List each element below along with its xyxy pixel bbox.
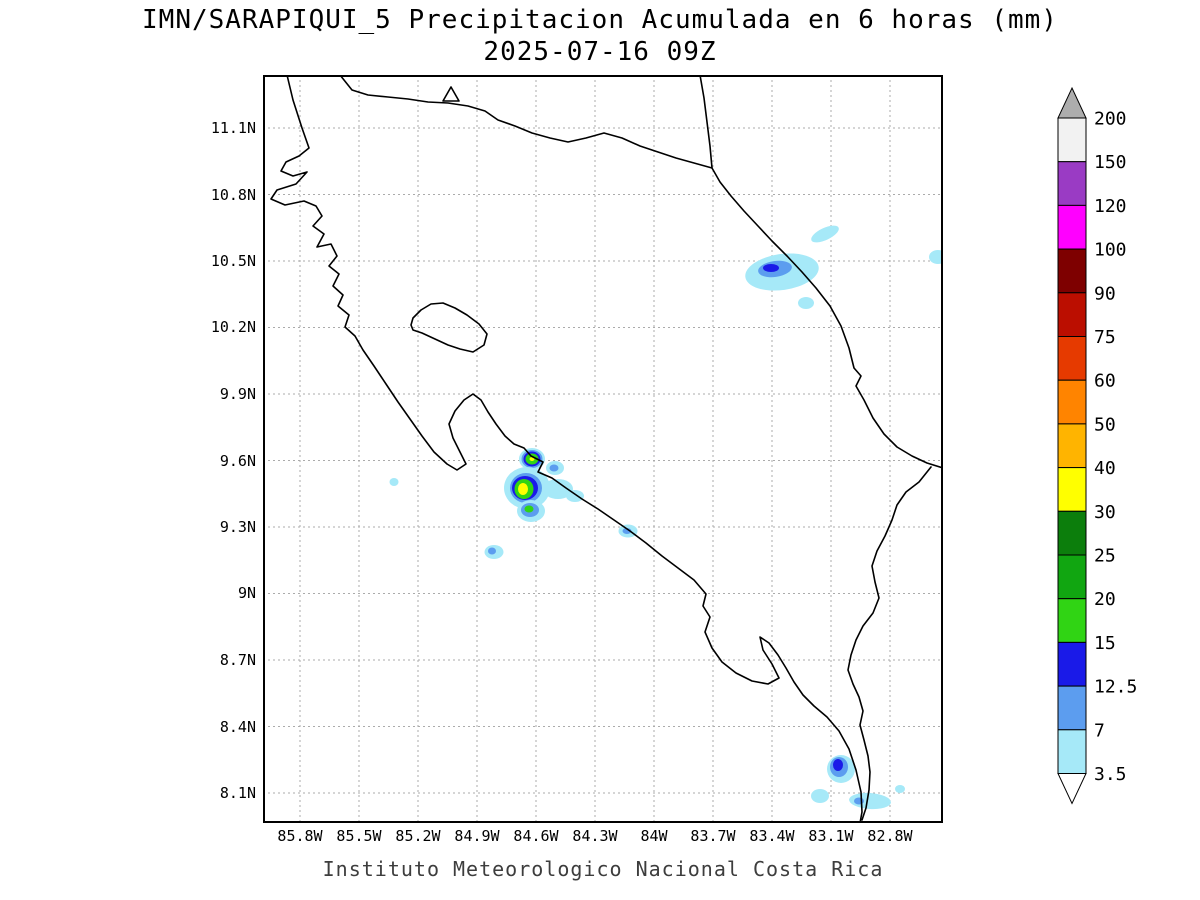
lon-tick-label: 82.8W — [867, 827, 913, 845]
colorbar-segment — [1057, 248, 1087, 294]
precip-contour — [524, 505, 534, 513]
lon-tick-label: 83.4W — [749, 827, 795, 845]
precip-contour — [566, 490, 584, 502]
pacific-coastline — [270, 75, 863, 823]
coastline — [270, 75, 943, 823]
precip-contour — [854, 797, 864, 805]
lat-tick-label: 10.5N — [210, 252, 256, 270]
lat-tick-label: 9.9N — [219, 385, 256, 403]
colorbar-label: 12.5 — [1094, 677, 1137, 698]
lat-tick-label: 10.2N — [210, 318, 256, 336]
footer-caption: Instituto Meteorologico Nacional Costa R… — [322, 857, 884, 881]
precip-contour — [543, 479, 573, 499]
lat-tick-label: 10.8N — [210, 186, 256, 204]
colorbar-segment — [1057, 117, 1087, 163]
colorbar-segment — [1057, 204, 1087, 250]
colorbar-label: 25 — [1094, 546, 1116, 567]
colorbar-overflow-triangle — [1057, 86, 1087, 119]
precip-contour — [488, 547, 496, 555]
colorbar-label: 120 — [1094, 196, 1127, 217]
colorbar-label: 15 — [1094, 633, 1116, 654]
lake-island-triangle — [442, 86, 460, 102]
colorbar-label: 50 — [1094, 414, 1116, 435]
colorbar-label: 200 — [1094, 109, 1127, 130]
lat-tick-label: 11.1N — [210, 119, 256, 137]
lat-tick-label: 9.3N — [219, 518, 256, 536]
lat-tick-label: 8.4N — [219, 718, 256, 736]
plot-frame — [263, 75, 943, 823]
lat-tick-label: 9N — [237, 584, 256, 602]
gridlines — [263, 75, 943, 823]
colorbar-segment — [1057, 554, 1087, 600]
precip-contour — [798, 297, 814, 309]
precip-contour — [389, 478, 399, 486]
figure-subtitle-datetime: 2025-07-16 09Z — [483, 37, 717, 67]
colorbar-underflow-triangle — [1057, 773, 1087, 805]
precip-contour — [549, 464, 559, 472]
panama-border-line — [847, 466, 932, 821]
colorbar-segment — [1057, 641, 1087, 687]
precip-contour — [811, 789, 829, 803]
colorbar-label: 90 — [1094, 283, 1116, 304]
precip-contour — [811, 225, 839, 243]
colorbar-segment — [1057, 510, 1087, 556]
colorbar-segment — [1057, 292, 1087, 338]
precip-overlay — [389, 225, 943, 810]
figure-title: IMN/SARAPIQUI_5 Precipitacion Acumulada … — [142, 5, 1058, 35]
colorbar-segment — [1057, 467, 1087, 512]
precip-contour — [929, 250, 943, 264]
colorbar-label: 75 — [1094, 327, 1116, 348]
lat-tick-label: 9.6N — [219, 452, 256, 470]
colorbar-segment — [1057, 423, 1087, 469]
precip-contour — [622, 528, 632, 534]
colorbar-segment — [1057, 336, 1087, 381]
lon-tick-label: 83.7W — [690, 827, 736, 845]
lat-tick-label: 8.1N — [219, 784, 256, 802]
lat-tick-label: 8.7N — [219, 651, 256, 669]
lon-tick-label: 84.6W — [513, 827, 559, 845]
precip-contour — [518, 483, 528, 495]
precip-contour — [833, 759, 843, 771]
lon-tick-label: 84.3W — [572, 827, 618, 845]
colorbar-label: 3.5 — [1094, 764, 1127, 785]
lake-nicaragua-border-line — [339, 75, 713, 169]
lon-tick-label: 85.8W — [277, 827, 323, 845]
colorbar-segment — [1057, 598, 1087, 643]
lon-tick-label: 84W — [640, 827, 668, 845]
lon-tick-label: 84.9W — [454, 827, 500, 845]
colorbar-label: 20 — [1094, 589, 1116, 610]
colorbar-label: 7 — [1094, 720, 1105, 741]
caribbean-coastline — [699, 75, 943, 469]
colorbar-label: 100 — [1094, 240, 1127, 261]
precip-contour — [895, 785, 905, 793]
colorbar-segment — [1057, 729, 1087, 774]
map-plot — [263, 75, 943, 823]
colorbar-segment — [1057, 379, 1087, 425]
colorbar-label: 40 — [1094, 458, 1116, 479]
gulf-of-nicoya-outline — [410, 302, 488, 353]
colorbar-segment — [1057, 161, 1087, 206]
precip-contour — [763, 264, 779, 272]
colorbar-label: 30 — [1094, 502, 1116, 523]
lon-tick-label: 85.5W — [336, 827, 382, 845]
colorbar-segment — [1057, 685, 1087, 731]
lon-tick-label: 85.2W — [395, 827, 441, 845]
lon-tick-label: 83.1W — [808, 827, 854, 845]
colorbar: 200 150 120 100 90 75 60 50 40 30 25 20 … — [1057, 86, 1137, 805]
precip-contour — [849, 792, 891, 810]
colorbar-label: 60 — [1094, 371, 1116, 392]
colorbar-label: 150 — [1094, 152, 1127, 173]
